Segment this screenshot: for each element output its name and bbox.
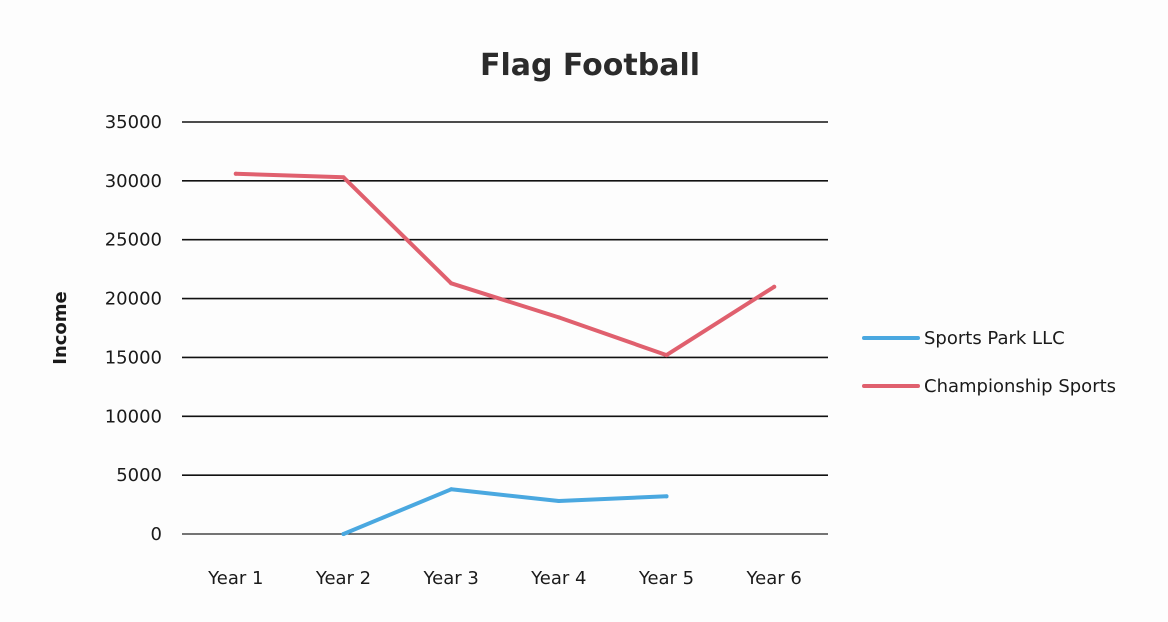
x-tick-label: Year 1: [207, 568, 263, 589]
legend-label: Championship Sports: [924, 376, 1116, 397]
legend-label: Sports Park LLC: [924, 328, 1065, 349]
x-tick-label: Year 2: [315, 568, 371, 589]
data-point: [449, 487, 454, 492]
x-tick-labels: Year 1 Year 2 Year 3 Year 4 Year 5 Year 6: [207, 568, 802, 589]
data-point: [772, 284, 777, 289]
y-tick-label: 5000: [116, 465, 162, 486]
data-point: [233, 171, 238, 176]
y-tick-labels: 0 5000 10000 15000 20000 25000 30000 35000: [105, 112, 162, 545]
data-point: [341, 175, 346, 180]
x-tick-label: Year 5: [638, 568, 694, 589]
y-axis-label: Income: [50, 291, 71, 365]
data-point: [664, 494, 669, 499]
data-point: [664, 353, 669, 358]
y-tick-label: 10000: [105, 406, 162, 427]
data-point: [556, 315, 561, 320]
data-point: [556, 499, 561, 504]
y-tick-label: 0: [151, 524, 162, 545]
x-tick-label: Year 6: [746, 568, 802, 589]
data-point: [341, 532, 346, 536]
grid-layer: [182, 121, 828, 535]
y-tick-label: 30000: [105, 171, 162, 192]
series-line-0: [341, 487, 669, 536]
chart-title: Flag Football: [480, 48, 700, 83]
y-tick-label: 15000: [105, 347, 162, 368]
y-tick-label: 25000: [105, 230, 162, 251]
x-tick-label: Year 3: [423, 568, 479, 589]
series-layer: [233, 171, 777, 536]
y-tick-label: 35000: [105, 112, 162, 133]
data-point: [449, 281, 454, 286]
y-tick-label: 20000: [105, 289, 162, 310]
x-tick-label: Year 4: [530, 568, 586, 589]
legend: Sports Park LLC Championship Sports: [862, 328, 1116, 397]
series-line-1: [233, 171, 777, 358]
